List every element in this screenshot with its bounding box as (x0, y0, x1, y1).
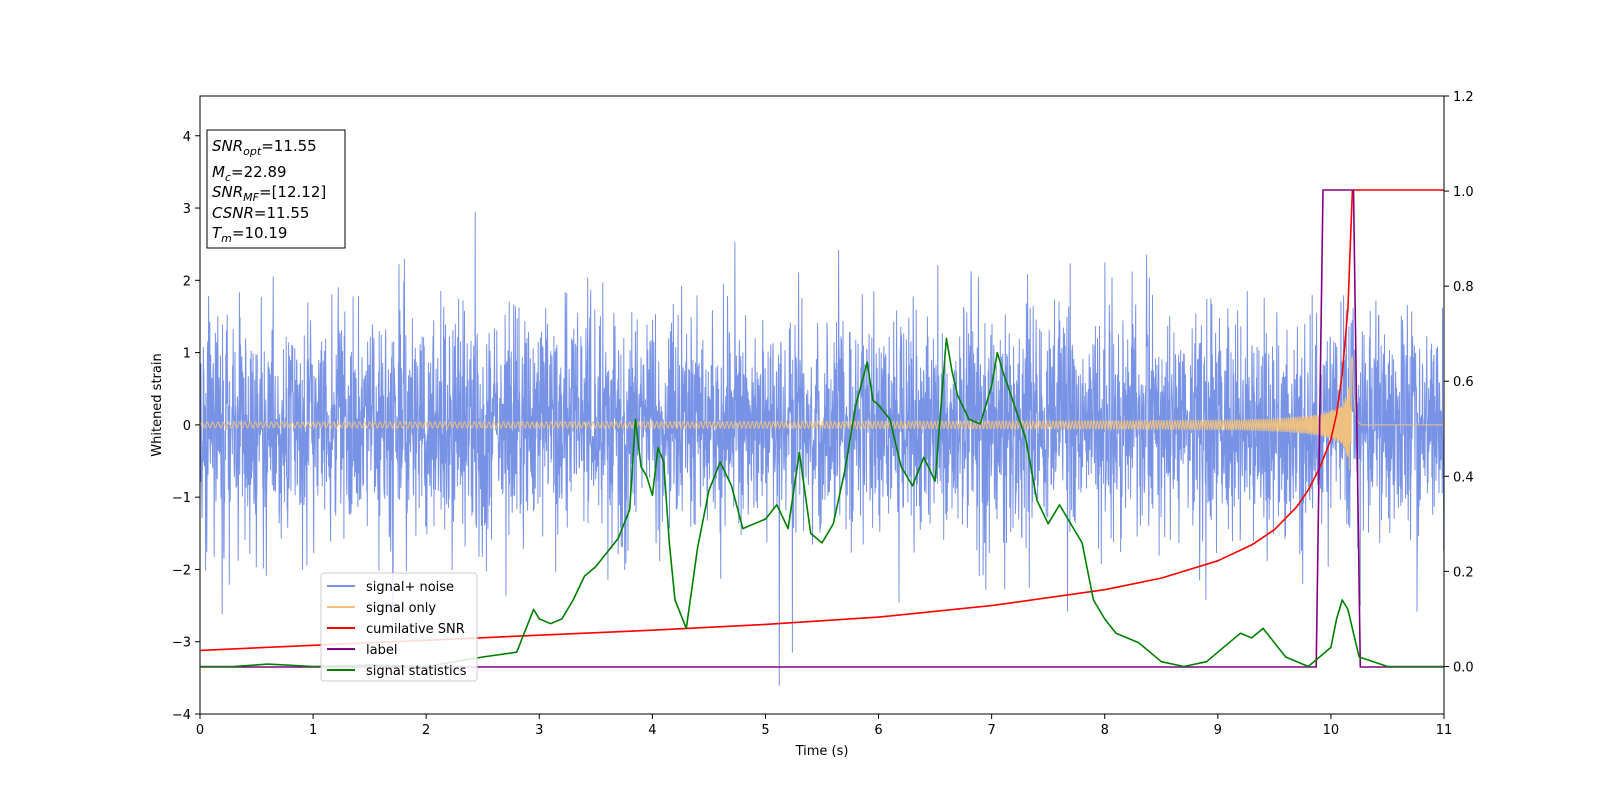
info-tm: Tm=10.19 (212, 224, 287, 245)
y-tick-label: 3 (183, 202, 191, 217)
x-tick-label: 7 (987, 723, 995, 738)
y-tick-label: 1 (183, 347, 191, 362)
info-snr-opt: SNRopt=11.55 (212, 137, 317, 158)
y-right-tick-label: 0.6 (1453, 375, 1474, 390)
x-tick-label: 3 (535, 723, 543, 738)
x-tick-label: 0 (196, 723, 204, 738)
info-csnr: CSNR=11.55 (212, 204, 309, 222)
y-right-tick-label: 1.0 (1453, 185, 1474, 200)
x-tick-label: 6 (874, 723, 882, 738)
series-label (200, 189, 1444, 668)
x-tick-label: 8 (1101, 723, 1109, 738)
x-tick-label: 9 (1214, 723, 1222, 738)
y-tick-label: −3 (172, 636, 191, 651)
legend-label-label: label (366, 643, 397, 658)
series-signal-only (200, 356, 1444, 470)
y-right-tick-label: 1.2 (1453, 90, 1474, 105)
y-tick-label: 0 (183, 419, 191, 434)
x-tick-label: 10 (1323, 723, 1340, 738)
legend-label-cumilative-snr: cumilative SNR (366, 622, 465, 637)
y-right-tick-label: 0.4 (1453, 470, 1474, 485)
y-tick-label: 4 (183, 130, 191, 145)
y-axis-label: Whitened strain (150, 353, 165, 456)
x-tick-label: 1 (309, 723, 317, 738)
y-right-tick-label: 0.2 (1453, 565, 1474, 580)
info-snr-mf: SNRMF=[12.12] (212, 183, 326, 204)
info-mc: Mc=22.89 (212, 163, 287, 184)
x-tick-label: 4 (648, 723, 656, 738)
series-cumilative-snr (200, 189, 1444, 652)
legend: signal+ noise signal only cumilative SNR la… (320, 572, 478, 682)
y-right-tick-label: 0.8 (1453, 280, 1474, 295)
y-tick-label: −2 (172, 563, 191, 578)
x-tick-label: 2 (422, 723, 430, 738)
info-box: SNRopt=11.55 Mc=22.89 SNRMF=[12.12] CSNR… (206, 129, 346, 249)
x-tick-label: 5 (761, 723, 769, 738)
x-tick-label: 11 (1436, 723, 1453, 738)
series-signal-noise (200, 211, 1444, 686)
legend-label-signal-noise: signal+ noise (366, 580, 454, 595)
info-box-frame (206, 129, 346, 249)
y-tick-label: −4 (172, 708, 191, 723)
y-tick-label: −1 (172, 491, 191, 506)
plot-frame (199, 95, 1445, 715)
x-axis-label: Time (s) (795, 744, 849, 759)
series-signal-statistics (200, 337, 1444, 668)
legend-frame (320, 572, 478, 682)
legend-label-signal-only: signal only (366, 601, 436, 616)
y-tick-label: 2 (183, 274, 191, 289)
y-right-tick-label: 0.0 (1453, 660, 1474, 675)
legend-label-signal-statistics: signal statistics (366, 664, 467, 679)
